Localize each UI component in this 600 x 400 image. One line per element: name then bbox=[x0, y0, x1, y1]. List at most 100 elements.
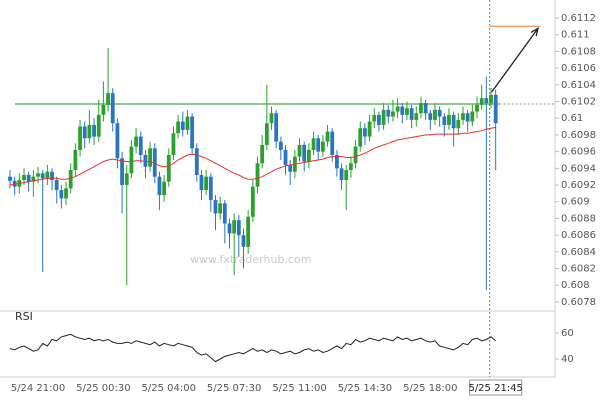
candle-body bbox=[241, 235, 246, 247]
candle-body bbox=[428, 113, 433, 120]
candle-body bbox=[311, 138, 316, 150]
y-tick-label: 0.6078 bbox=[561, 297, 596, 308]
candle-body bbox=[358, 128, 363, 147]
candle-body bbox=[437, 109, 442, 117]
watermark: www.fxtraderhub.com bbox=[190, 253, 311, 266]
candle-body bbox=[176, 121, 181, 134]
candle-body bbox=[367, 121, 372, 137]
candle-body bbox=[484, 98, 489, 104]
y-tick-label: 0.6108 bbox=[561, 46, 596, 57]
candle-body bbox=[353, 146, 358, 164]
candle-body bbox=[493, 94, 498, 124]
forecast-arrow bbox=[491, 27, 539, 93]
candle-body bbox=[115, 123, 120, 159]
candle-body bbox=[40, 173, 45, 179]
candle-body bbox=[274, 113, 279, 142]
candle-body bbox=[255, 163, 260, 187]
candle-body bbox=[213, 200, 218, 214]
candle-body bbox=[442, 116, 447, 125]
candle-body bbox=[306, 149, 311, 162]
candle-body bbox=[264, 123, 269, 145]
candle-body bbox=[26, 175, 31, 182]
candle-body bbox=[278, 141, 283, 150]
candle-body bbox=[22, 175, 26, 181]
candle-body bbox=[54, 180, 59, 191]
candle-body bbox=[236, 220, 241, 236]
candle-body bbox=[222, 203, 227, 224]
candle-body bbox=[456, 119, 461, 129]
candle-body bbox=[232, 220, 237, 234]
candle-body bbox=[489, 94, 493, 104]
candle-body bbox=[283, 149, 288, 165]
candle-body bbox=[185, 116, 190, 130]
candle-body bbox=[68, 169, 73, 189]
candle-body bbox=[386, 109, 391, 117]
candle-body bbox=[180, 121, 185, 130]
candle-body bbox=[447, 114, 451, 125]
x-tick-label: 5/25 11:00 bbox=[272, 383, 326, 394]
candle-body bbox=[120, 158, 124, 186]
candle-body bbox=[36, 173, 40, 177]
candle-body bbox=[423, 103, 428, 114]
candle-body bbox=[166, 154, 171, 182]
y-tick-label: 0.6092 bbox=[561, 180, 596, 191]
candle-body bbox=[409, 108, 414, 120]
rsi-tick-label: 60 bbox=[561, 328, 574, 339]
y-tick-label: 0.6096 bbox=[561, 147, 596, 158]
candle-body bbox=[218, 203, 223, 214]
candle-body bbox=[124, 173, 129, 186]
candle-body bbox=[335, 154, 339, 169]
candle-body bbox=[320, 141, 325, 152]
y-tick-label: 0.6086 bbox=[561, 230, 596, 241]
x-tick-label: 5/24 21:00 bbox=[11, 383, 65, 394]
candle-body bbox=[325, 131, 330, 142]
candle-body bbox=[372, 114, 377, 122]
candle-body bbox=[134, 136, 138, 147]
candle-body bbox=[148, 148, 152, 167]
y-tick-label: 0.61 bbox=[561, 113, 583, 124]
candle-body bbox=[288, 164, 293, 172]
rsi-line bbox=[9, 333, 497, 363]
candle-body bbox=[64, 188, 68, 199]
candle-body bbox=[470, 111, 475, 122]
candle-body bbox=[330, 131, 335, 155]
y-tick-label: 0.611 bbox=[561, 30, 590, 41]
candle-body bbox=[129, 146, 134, 174]
candle-body bbox=[433, 109, 437, 120]
rsi-tick-label: 40 bbox=[561, 354, 574, 365]
x-tick-label: 5/25 04:00 bbox=[142, 383, 196, 394]
candle-body bbox=[339, 168, 344, 181]
y-tick-label: 0.6104 bbox=[561, 80, 596, 91]
x-tick-label: 5/25 00:30 bbox=[76, 383, 130, 394]
moving-average bbox=[9, 126, 496, 186]
candle-body bbox=[73, 149, 78, 170]
candle-body bbox=[377, 114, 381, 125]
y-tick-label: 0.609 bbox=[561, 197, 590, 208]
candle-body bbox=[8, 176, 12, 181]
candle-body bbox=[106, 93, 110, 105]
y-tick-label: 0.6088 bbox=[561, 213, 596, 224]
candle-body bbox=[171, 133, 176, 155]
candle-body bbox=[82, 126, 87, 139]
y-tick-label: 0.608 bbox=[561, 280, 590, 291]
candle-body bbox=[405, 108, 409, 115]
candle-body bbox=[87, 124, 92, 139]
rsi-title: RSI bbox=[15, 310, 33, 323]
candle-body bbox=[190, 116, 195, 149]
candle-body bbox=[269, 113, 274, 124]
candle-body bbox=[143, 154, 148, 167]
candle-body bbox=[414, 113, 419, 120]
y-tick-label: 0.6084 bbox=[561, 247, 596, 258]
candle-body bbox=[479, 98, 484, 105]
current-time-box bbox=[469, 379, 523, 396]
candle-body bbox=[199, 175, 204, 191]
candle-body bbox=[78, 126, 82, 150]
candle-body bbox=[461, 113, 465, 120]
candle-body bbox=[465, 113, 470, 122]
candle-body bbox=[260, 144, 265, 164]
candle-body bbox=[31, 176, 36, 182]
candle-body bbox=[138, 136, 143, 155]
candle-body bbox=[400, 106, 405, 115]
candle-body bbox=[363, 128, 367, 137]
